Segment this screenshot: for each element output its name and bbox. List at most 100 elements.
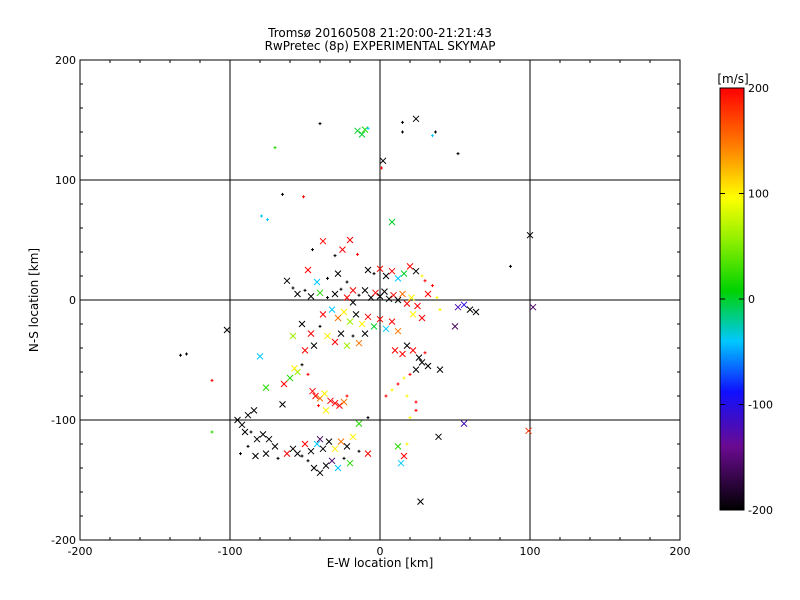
data-point-plus-marker (405, 394, 409, 398)
data-point-x-marker (259, 431, 267, 438)
data-point-x-marker (316, 435, 324, 443)
data-point-x-marker (352, 311, 360, 318)
x-tick-label: -100 (218, 545, 243, 558)
data-point-x-marker (460, 301, 468, 309)
data-point-x-marker (424, 362, 432, 370)
data-point-plus-marker (260, 214, 263, 218)
data-point-x-marker (331, 290, 339, 298)
data-point-x-marker (313, 440, 321, 448)
data-point-plus-marker (311, 248, 314, 252)
data-point-plus-marker (276, 456, 280, 460)
data-point-x-marker (262, 450, 270, 457)
data-point-x-marker (472, 308, 480, 316)
data-point-plus-marker (435, 296, 439, 300)
data-point-x-marker (379, 157, 387, 165)
data-point-x-marker (339, 246, 346, 253)
data-point-plus-marker (302, 195, 305, 199)
data-point-x-marker (319, 445, 327, 453)
y-tick-label: -100 (51, 414, 76, 427)
data-point-x-marker (418, 359, 426, 366)
data-point-plus-marker (396, 382, 400, 386)
data-point-plus-marker (273, 146, 277, 150)
data-point-x-marker (310, 342, 318, 349)
data-point-x-marker (466, 306, 474, 313)
data-point-plus-marker (509, 264, 512, 268)
colorbar-ticks: -200 -100 0 100 200 (720, 82, 773, 517)
x-tick-label: -200 (68, 545, 93, 558)
data-point-x-marker (349, 433, 357, 441)
data-point-plus-marker (239, 452, 242, 456)
data-point-plus-marker (300, 454, 304, 458)
data-point-plus-marker (351, 334, 355, 338)
data-point-x-marker (388, 318, 396, 325)
data-point-x-marker (294, 450, 301, 457)
grid-lines (80, 60, 680, 540)
colorbar-tick-label: 0 (748, 293, 755, 306)
data-point-x-marker (265, 435, 273, 443)
data-point-x-marker (294, 290, 301, 298)
data-point-plus-marker (246, 444, 250, 448)
data-point-x-marker (358, 320, 366, 328)
data-point-x-marker (370, 323, 378, 330)
data-point-x-marker (307, 330, 315, 337)
colorbar-tick-label: -200 (748, 504, 773, 517)
data-point-x-marker (337, 330, 345, 337)
data-point-x-marker (340, 398, 348, 406)
data-point-plus-marker (345, 394, 349, 398)
data-point-x-marker (312, 392, 319, 400)
data-point-x-marker (310, 464, 318, 472)
data-point-x-marker (399, 290, 406, 298)
data-point-plus-marker (342, 456, 346, 460)
data-point-x-marker (343, 342, 351, 349)
data-point-plus-marker (414, 408, 418, 412)
data-point-x-marker (400, 452, 408, 460)
x-tick-label: 200 (670, 545, 691, 558)
y-tick-label: 0 (69, 294, 76, 307)
data-point-x-marker (316, 289, 324, 297)
colorbar-label: [m/s] (717, 72, 748, 86)
data-point-x-marker (394, 296, 402, 304)
axis-ticks: -200 -100 0 100 200 -200 -100 0 100 200 (51, 54, 690, 558)
data-point-x-marker (388, 267, 396, 275)
data-point-x-marker (460, 420, 468, 427)
data-point-x-marker (262, 384, 270, 391)
data-point-x-marker (399, 350, 406, 358)
y-axis-label: N-S location [km] (27, 248, 41, 352)
data-point-x-marker (529, 303, 537, 311)
data-point-plus-marker (303, 288, 307, 292)
data-point-plus-marker (405, 442, 409, 446)
data-point-plus-marker (456, 152, 460, 156)
data-point-x-marker (412, 115, 420, 123)
data-point-plus-marker (333, 254, 337, 258)
data-point-x-marker (334, 314, 342, 322)
data-point-plus-marker (408, 416, 412, 420)
data-point-x-marker (280, 380, 288, 388)
data-point-plus-marker (408, 372, 412, 376)
data-point-x-marker (283, 450, 291, 457)
data-point-x-marker (409, 347, 417, 354)
data-point-x-marker (331, 399, 339, 407)
data-point-x-marker (451, 323, 459, 330)
data-point-plus-marker (366, 126, 370, 130)
data-point-x-marker (526, 231, 534, 239)
data-point-plus-marker (431, 284, 434, 288)
data-point-plus-marker (434, 130, 437, 134)
data-point-plus-marker (357, 293, 361, 297)
data-point-x-marker (286, 374, 294, 382)
data-point-plus-marker (266, 218, 269, 222)
data-point-plus-marker (357, 449, 361, 453)
data-point-x-marker (301, 440, 309, 448)
data-point-x-marker (376, 315, 384, 323)
data-point-x-marker (394, 275, 402, 282)
data-point-x-marker (424, 290, 432, 298)
data-point-x-marker (394, 327, 402, 335)
data-point-plus-marker (390, 388, 394, 392)
data-point-x-marker (313, 278, 321, 286)
colorbar-tick-label: -100 (748, 399, 773, 412)
data-point-x-marker (361, 126, 369, 133)
data-point-x-marker (397, 459, 405, 467)
data-point-x-marker (283, 277, 291, 285)
data-point-x-marker (334, 270, 342, 277)
data-point-x-marker (336, 402, 343, 409)
